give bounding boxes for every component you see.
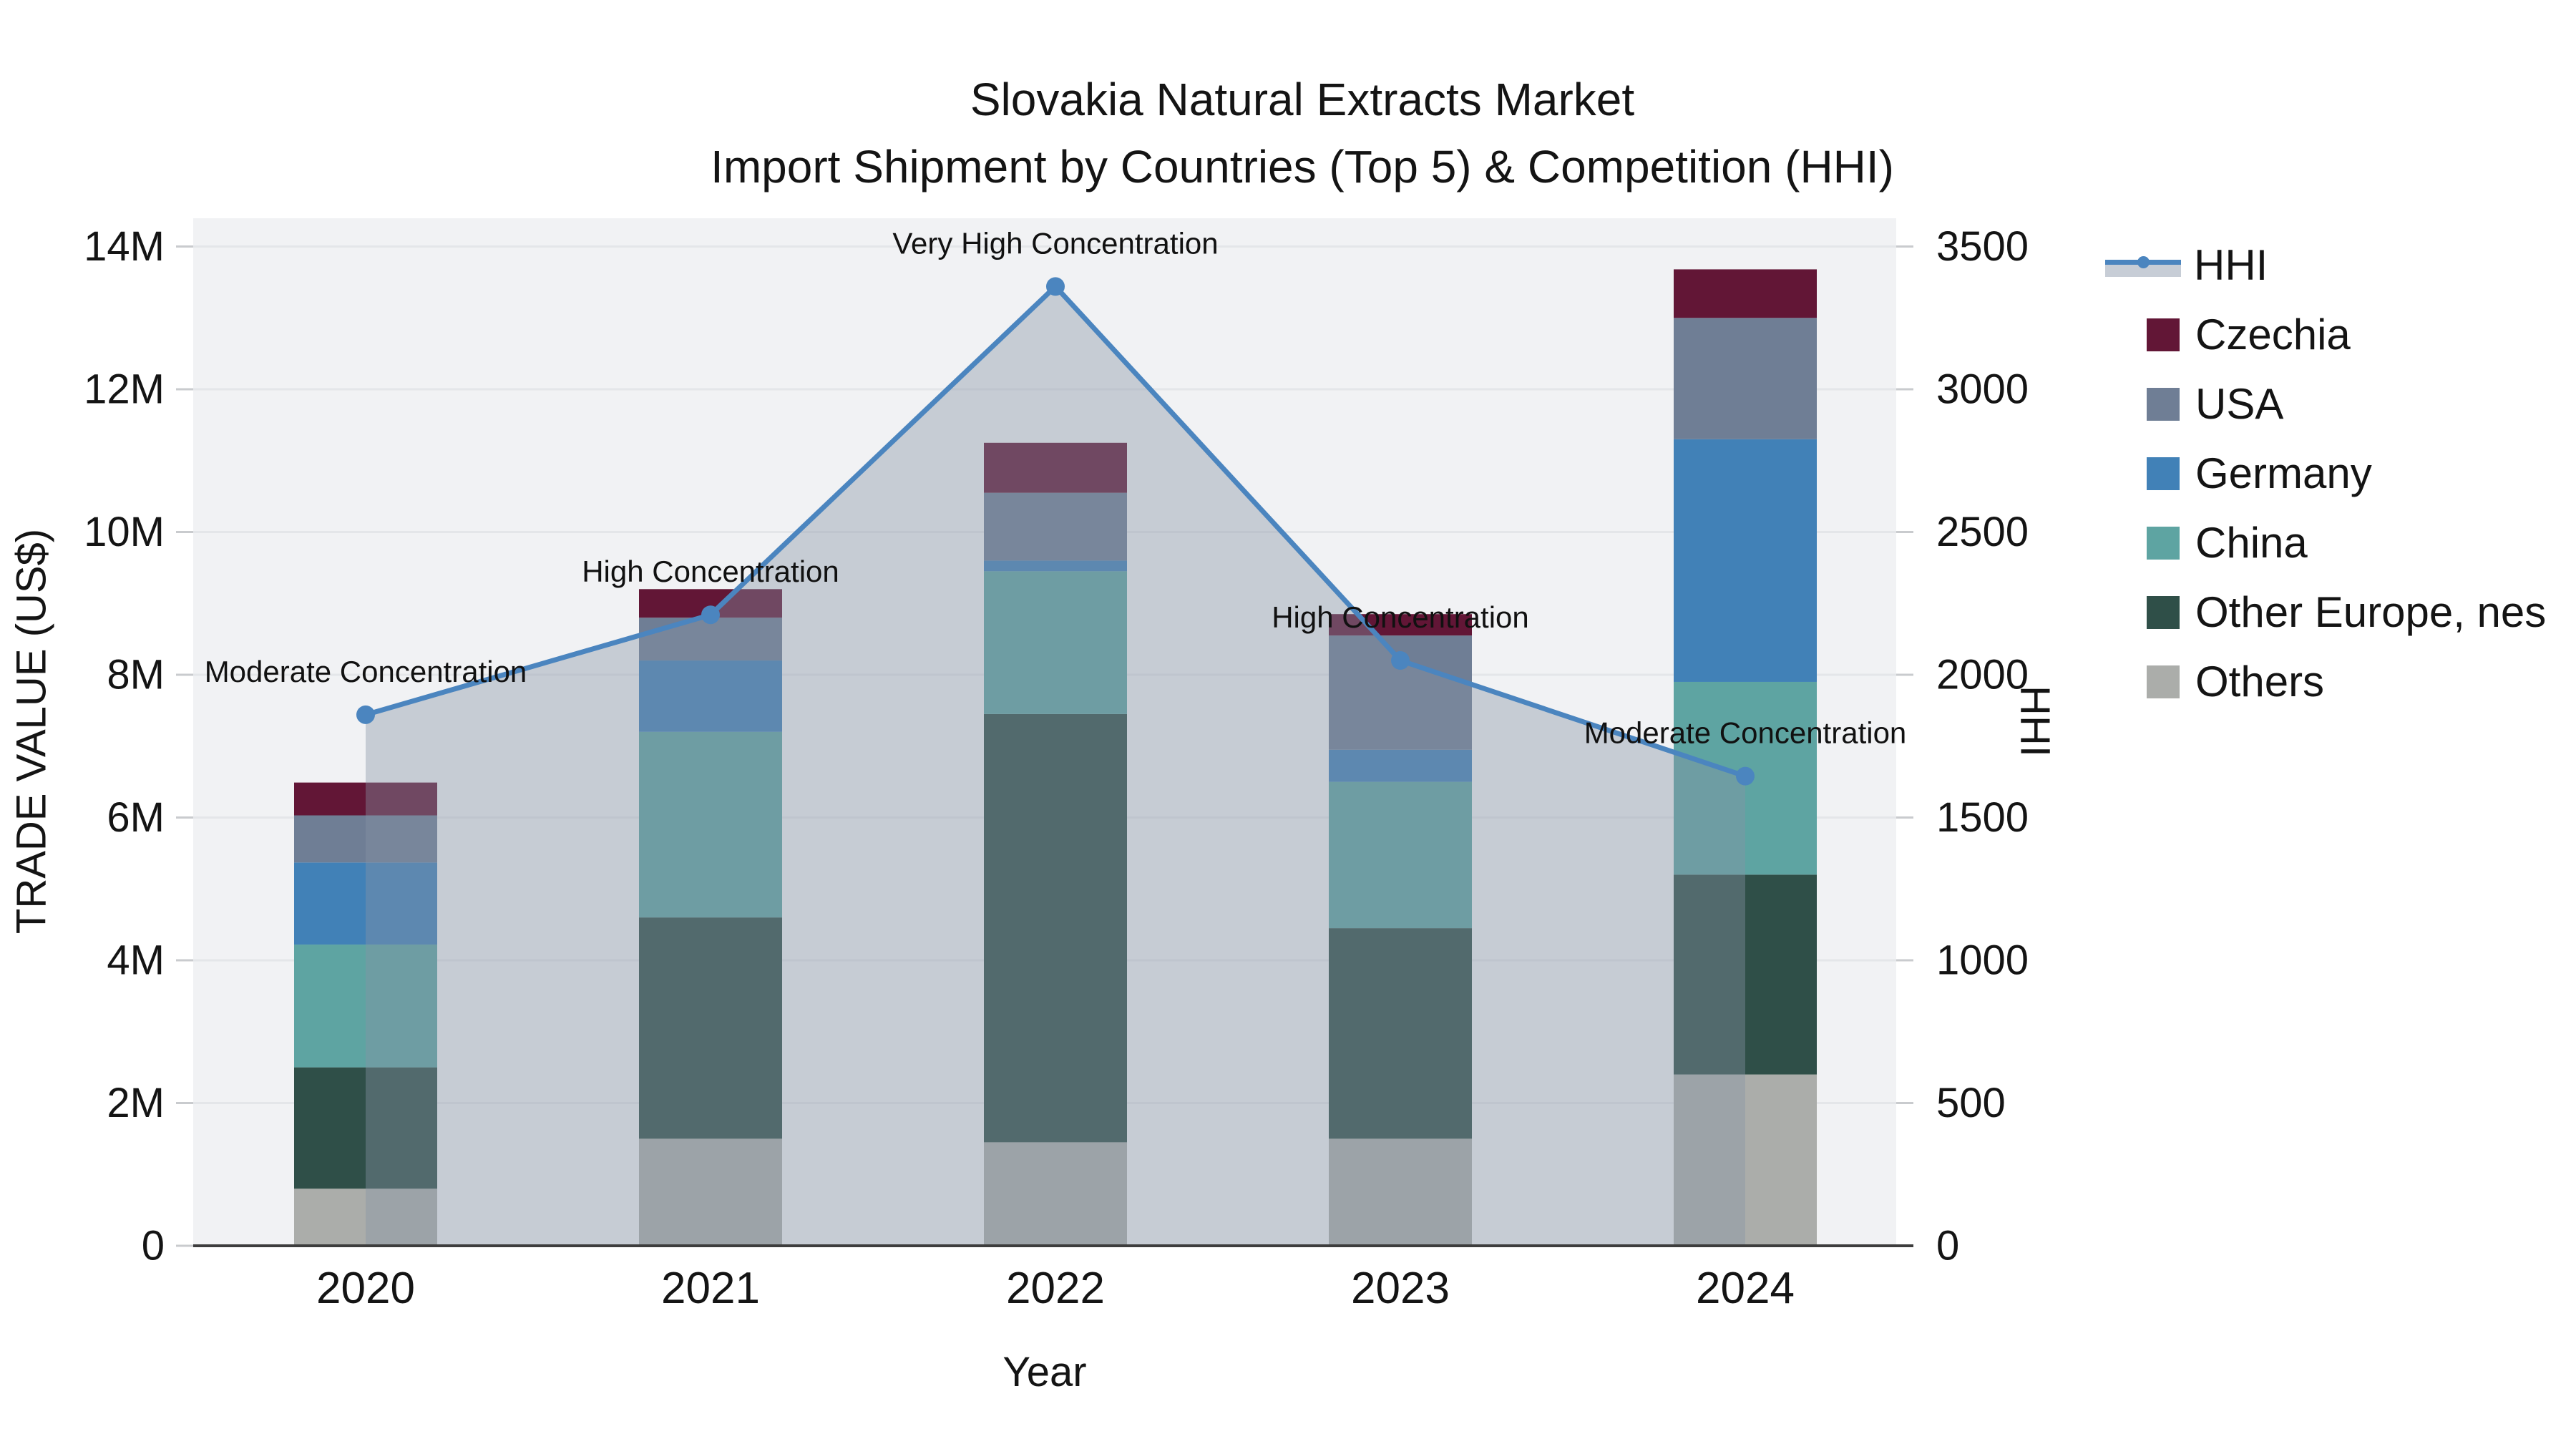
right-tick-label: 2000 [1936, 652, 2029, 698]
right-tick-label: 0 [1936, 1223, 1959, 1269]
bar-segment-usa-2020 [294, 815, 437, 863]
bar-segment-germany-2020 [294, 862, 437, 945]
bar-segment-usa-2022 [984, 492, 1127, 561]
bar-segment-other-europe-nes-2021 [639, 917, 782, 1139]
hhi-marker-2024 [1736, 766, 1755, 786]
bar-segment-china-2020 [294, 945, 437, 1068]
right-axis-title: HHI [2011, 686, 2059, 757]
legend-item-germany[interactable]: Germany [2105, 439, 2546, 508]
x-tick-label-2024: 2024 [1696, 1264, 1795, 1313]
bar-segment-others-2023 [1329, 1138, 1472, 1246]
chart-title-line1: Slovakia Natural Extracts Market [970, 74, 1635, 125]
bar-segment-other-europe-nes-2020 [294, 1067, 437, 1189]
bar-segment-czechia-2023 [1329, 614, 1472, 636]
left-tick-label: 0 [142, 1223, 165, 1269]
bar-segment-other-europe-nes-2023 [1329, 928, 1472, 1139]
legend-item-china[interactable]: China [2105, 508, 2546, 577]
legend-item-usa[interactable]: USA [2105, 369, 2546, 439]
hhi-marker-2022 [1046, 277, 1065, 296]
annotation-2023: High Concentration [1272, 600, 1529, 634]
legend-label: Others [2195, 658, 2325, 706]
bar-segment-other-europe-nes-2024 [1674, 874, 1817, 1075]
x-tick-label-2022: 2022 [1006, 1264, 1105, 1313]
hhi-area-fill [366, 286, 1745, 1246]
chart-title-line2: Import Shipment by Countries (Top 5) & C… [711, 141, 1894, 192]
bar-segment-germany-2024 [1674, 439, 1817, 682]
bar-segment-china-2022 [984, 571, 1127, 714]
hhi-marker-2023 [1391, 651, 1410, 670]
right-tick-label: 500 [1936, 1080, 2006, 1126]
bar-segment-czechia-2024 [1674, 269, 1817, 318]
annotation-2022: Very High Concentration [892, 226, 1218, 260]
hhi-marker-2021 [701, 605, 720, 625]
left-tick-label: 4M [107, 937, 165, 984]
hhi-marker-2020 [356, 705, 375, 724]
right-tick-label: 1000 [1936, 937, 2029, 984]
bar-segment-germany-2022 [984, 560, 1127, 572]
hhi-line-swatch-icon [2105, 253, 2181, 278]
legend-swatch-icon [2147, 387, 2180, 421]
right-tick-label: 3500 [1936, 223, 2029, 270]
bar-segment-others-2022 [984, 1142, 1127, 1246]
bar-segment-germany-2021 [639, 660, 782, 732]
bar-segment-czechia-2022 [984, 442, 1127, 493]
legend-item-other_europe[interactable]: Other Europe, nes [2105, 577, 2546, 647]
legend-item-czechia[interactable]: Czechia [2105, 300, 2546, 369]
bar-segment-china-2023 [1329, 781, 1472, 929]
left-tick-label: 12M [84, 366, 165, 413]
legend-label: Germany [2195, 449, 2372, 497]
bar-segment-czechia-2020 [294, 782, 437, 816]
legend-item-hhi[interactable]: HHI [2105, 230, 2546, 300]
legend-swatch-icon [2147, 526, 2180, 560]
bar-segment-other-europe-nes-2022 [984, 713, 1127, 1143]
x-tick-label-2023: 2023 [1351, 1264, 1450, 1313]
bar-segment-others-2020 [294, 1189, 437, 1246]
annotation-2020: Moderate Concentration [205, 655, 527, 688]
legend-label: Czechia [2195, 311, 2351, 358]
left-tick-label: 10M [84, 509, 165, 555]
chart-title: Slovakia Natural Extracts Market Import … [711, 66, 1894, 200]
bar-segment-others-2024 [1674, 1074, 1817, 1246]
annotation-2021: High Concentration [582, 555, 839, 588]
legend-label: HHI [2194, 241, 2268, 289]
bar-segment-china-2021 [639, 731, 782, 918]
left-tick-label: 14M [84, 223, 165, 270]
right-tick-label: 1500 [1936, 794, 2029, 841]
legend-item-others[interactable]: Others [2105, 647, 2546, 716]
left-tick-label: 2M [107, 1080, 165, 1126]
legend-label: USA [2195, 380, 2284, 428]
x-tick-label-2020: 2020 [316, 1264, 415, 1313]
bar-segment-usa-2024 [1674, 318, 1817, 439]
bar-segment-others-2021 [639, 1138, 782, 1246]
legend-label: Other Europe, nes [2195, 588, 2547, 636]
bar-segment-germany-2023 [1329, 749, 1472, 782]
legend-swatch-icon [2147, 595, 2180, 629]
annotation-2024: Moderate Concentration [1584, 716, 1907, 750]
left-axis-title: TRADE VALUE (US$) [8, 528, 55, 935]
legend-swatch-icon [2147, 457, 2180, 490]
left-tick-label: 6M [107, 794, 165, 841]
legend-swatch-icon [2147, 318, 2180, 351]
right-tick-label: 3000 [1936, 366, 2029, 413]
x-axis-title: Year [1002, 1349, 1086, 1395]
bar-segment-usa-2021 [639, 618, 782, 661]
legend-label: China [2195, 519, 2308, 567]
legend: HHI Czechia USA Germany China Other Europe, n… [2105, 230, 2546, 716]
legend-swatch-icon [2147, 665, 2180, 698]
right-tick-label: 2500 [1936, 509, 2029, 555]
x-tick-label-2021: 2021 [661, 1264, 760, 1313]
left-tick-label: 8M [107, 652, 165, 698]
